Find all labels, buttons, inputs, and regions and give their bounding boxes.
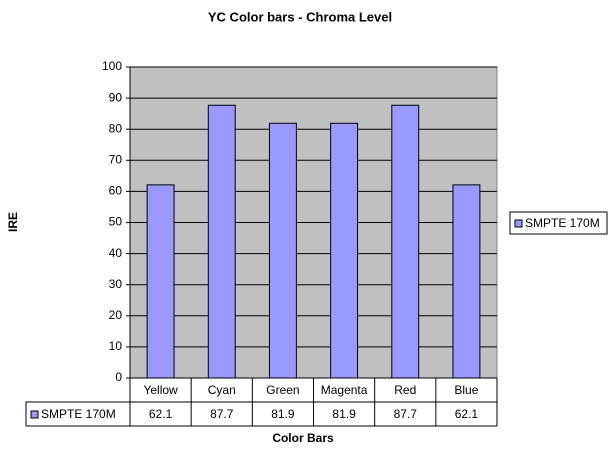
table-value: 81.9: [332, 407, 356, 421]
y-tick-label: 90: [109, 90, 123, 104]
y-tick-label: 30: [109, 277, 123, 291]
y-tick-label: 40: [109, 246, 123, 260]
table-value: 87.7: [394, 407, 418, 421]
legend-label: SMPTE 170M: [525, 216, 600, 230]
x-tick-label: Magenta: [321, 383, 368, 397]
table-value: 62.1: [149, 407, 173, 421]
y-axis-label: IRE: [6, 212, 20, 232]
x-tick-label: Cyan: [208, 383, 236, 397]
y-tick-label: 70: [109, 152, 123, 166]
bar: [146, 184, 175, 379]
y-tick-label: 0: [115, 370, 122, 384]
table-value: 87.7: [210, 407, 234, 421]
bar: [452, 184, 481, 379]
bar: [207, 104, 236, 379]
x-tick-label: Red: [394, 383, 416, 397]
table-value: 81.9: [271, 407, 295, 421]
y-tick-label: 10: [109, 339, 123, 353]
table-value: 62.1: [455, 407, 479, 421]
x-axis-label: Color Bars: [272, 431, 334, 445]
legend-key: [514, 219, 523, 228]
y-tick-label: 60: [109, 184, 123, 198]
x-tick-label: Yellow: [143, 383, 178, 397]
x-tick-label: Blue: [454, 383, 478, 397]
legend-box: [509, 211, 608, 235]
bar: [330, 122, 359, 379]
y-tick-label: 50: [109, 215, 123, 229]
y-tick-label: 100: [102, 59, 122, 73]
y-tick-label: 80: [109, 121, 123, 135]
table-series-name: SMPTE 170M: [41, 407, 116, 421]
y-tick-label: 20: [109, 308, 123, 322]
x-tick-label: Green: [266, 383, 299, 397]
bar: [391, 104, 420, 379]
chart-title: YC Color bars - Chroma Level: [208, 9, 392, 24]
bar: [268, 122, 297, 379]
table-legend-key: [30, 410, 39, 419]
